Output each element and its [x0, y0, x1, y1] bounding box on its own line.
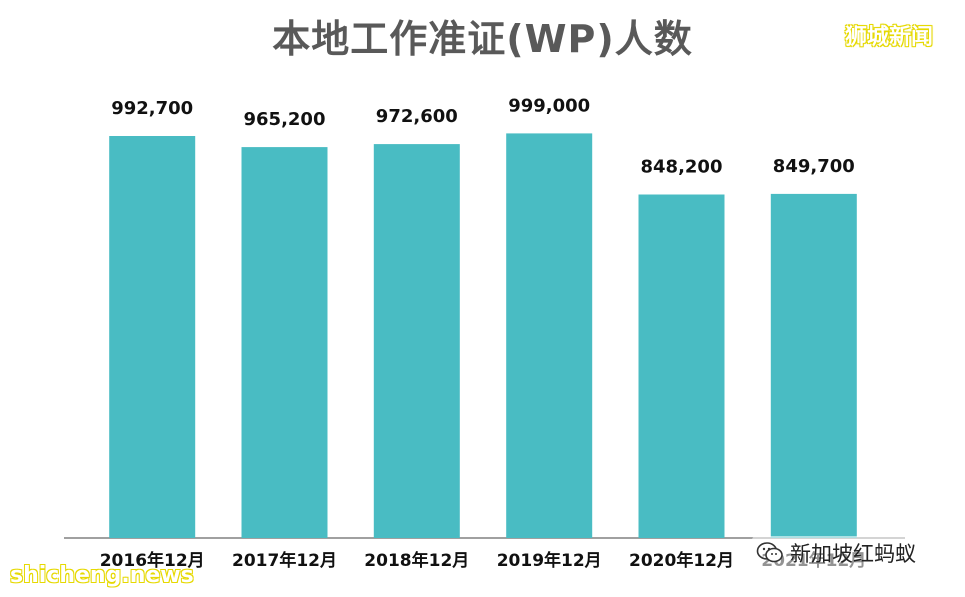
bar-1: [241, 147, 328, 538]
value-label-2: 972,600: [376, 106, 458, 127]
account-watermark: 新加坡红蚂蚁: [752, 536, 920, 570]
bars-group: [109, 133, 857, 538]
bar-3: [506, 133, 593, 538]
category-label-4: 2020年12月: [629, 550, 734, 571]
site-watermark: shicheng.news: [10, 563, 194, 588]
category-label-3: 2019年12月: [497, 550, 602, 571]
value-label-1: 965,200: [244, 109, 326, 130]
value-labels-group: 992,700 965,200 972,600 999,000 848,200 849,7…: [111, 95, 855, 177]
value-label-5: 849,700: [773, 156, 855, 177]
wechat-icon: [756, 542, 783, 563]
bar-0: [109, 136, 196, 538]
category-label-2: 2018年12月: [364, 550, 469, 571]
value-label-0: 992,700: [111, 98, 193, 119]
bar-5: [770, 193, 857, 538]
category-label-1: 2017年12月: [232, 550, 337, 571]
bar-2: [373, 144, 460, 538]
category-label-0: 2016年12月: [100, 550, 205, 571]
value-label-3: 999,000: [508, 95, 590, 116]
chart-title: 本地工作准证(WP)人数: [272, 17, 693, 61]
bar-4: [638, 194, 725, 538]
brand-tag: 狮城新闻: [845, 25, 934, 50]
value-label-4: 848,200: [641, 157, 723, 178]
account-name: 新加坡红蚂蚁: [790, 542, 916, 566]
